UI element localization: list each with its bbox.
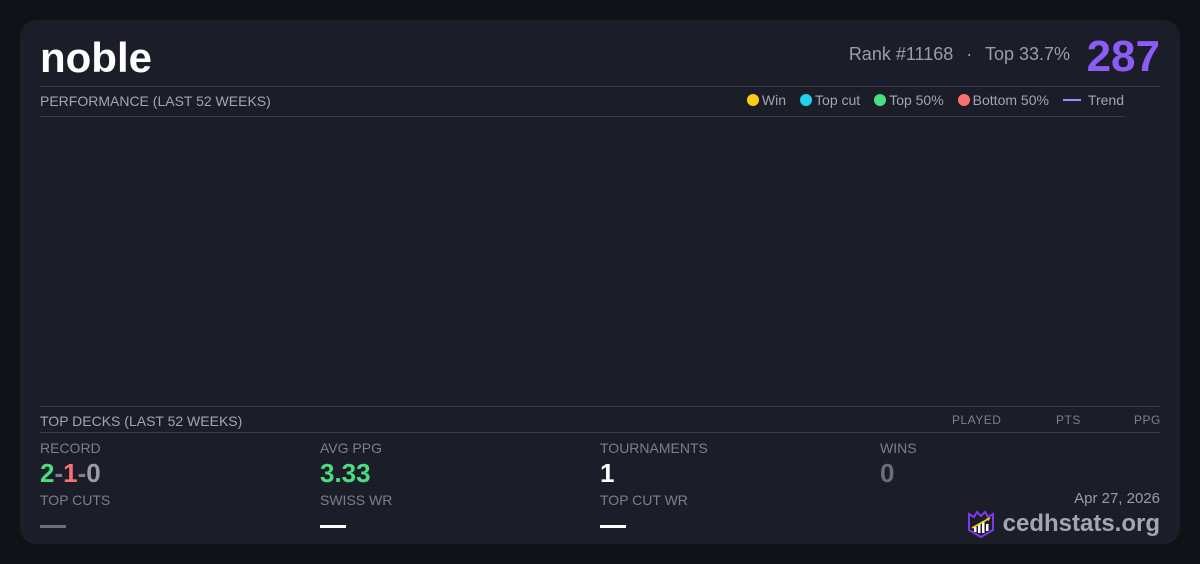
performance-chart-area bbox=[40, 117, 1125, 405]
legend-label: Trend bbox=[1087, 92, 1124, 108]
wins-label: WINS bbox=[880, 440, 917, 456]
legend-trend: Trend bbox=[1062, 92, 1124, 108]
divider bbox=[40, 116, 1125, 117]
legend-top-50: Top 50% bbox=[874, 92, 944, 108]
chart-legend: Win Top cut Top 50% Bottom 50% Trend bbox=[746, 92, 1124, 108]
top-cuts-value bbox=[40, 525, 66, 528]
record-value: 2-1-0 bbox=[40, 458, 101, 489]
top-50-dot-icon bbox=[874, 94, 887, 106]
separator: · bbox=[966, 44, 973, 64]
legend-win: Win bbox=[746, 92, 787, 108]
trend-line-icon bbox=[1062, 99, 1081, 101]
legend-label: Bottom 50% bbox=[972, 92, 1049, 108]
tournaments-value: 1 bbox=[600, 458, 615, 488]
player-name: noble bbox=[40, 34, 152, 81]
score: 287 bbox=[1086, 32, 1160, 81]
legend-label: Win bbox=[761, 92, 787, 108]
legend-label: Top cut bbox=[815, 92, 861, 108]
date: Apr 27, 2026 bbox=[1074, 490, 1160, 507]
brand-name: cedhstats.org bbox=[1002, 510, 1160, 537]
cedhstats-logo-icon bbox=[967, 510, 994, 538]
legend-label: Top 50% bbox=[889, 92, 944, 108]
record-draws: 0 bbox=[86, 458, 101, 488]
top-percent: Top 33.7% bbox=[984, 44, 1070, 64]
swiss-wr-value bbox=[320, 525, 346, 528]
top-cut-wr-value bbox=[600, 525, 626, 528]
divider bbox=[40, 86, 1160, 87]
legend-top-cut: Top cut bbox=[800, 92, 860, 108]
swiss-wr-label: SWISS WR bbox=[320, 492, 393, 508]
divider bbox=[40, 406, 1160, 407]
column-pts: PTS bbox=[1056, 413, 1081, 427]
rank: Rank #11168 bbox=[848, 44, 954, 64]
record-label: RECORD bbox=[40, 440, 101, 456]
column-played: PLAYED bbox=[952, 413, 1002, 427]
top-cuts-label: TOP CUTS bbox=[40, 492, 111, 508]
top-cut-dot-icon bbox=[800, 94, 813, 106]
performance-title: PERFORMANCE (LAST 52 WEEKS) bbox=[40, 93, 271, 109]
record-sep: - bbox=[77, 458, 87, 488]
tournaments-label: TOURNAMENTS bbox=[600, 440, 708, 456]
bottom-50-dot-icon bbox=[957, 94, 970, 106]
divider bbox=[40, 432, 1160, 433]
legend-bottom-50: Bottom 50% bbox=[957, 92, 1049, 108]
top-decks-title: TOP DECKS (LAST 52 WEEKS) bbox=[40, 413, 243, 429]
player-card: noble Rank #11168 · Top 33.7% 287 PERFOR… bbox=[20, 20, 1180, 544]
wins-value: 0 bbox=[880, 458, 895, 488]
record-sep: - bbox=[54, 458, 64, 488]
brand: cedhstats.org bbox=[967, 510, 1160, 538]
column-ppg: PPG bbox=[1134, 413, 1161, 427]
record-wins: 2 bbox=[40, 458, 55, 488]
avg-ppg-label: AVG PPG bbox=[320, 440, 382, 456]
avg-ppg-value: 3.33 bbox=[320, 458, 371, 488]
rank-info: Rank #11168 · Top 33.7% bbox=[849, 44, 1070, 65]
record-losses: 1 bbox=[63, 458, 78, 488]
win-dot-icon bbox=[746, 94, 759, 106]
top-cut-wr-label: TOP CUT WR bbox=[600, 492, 688, 508]
